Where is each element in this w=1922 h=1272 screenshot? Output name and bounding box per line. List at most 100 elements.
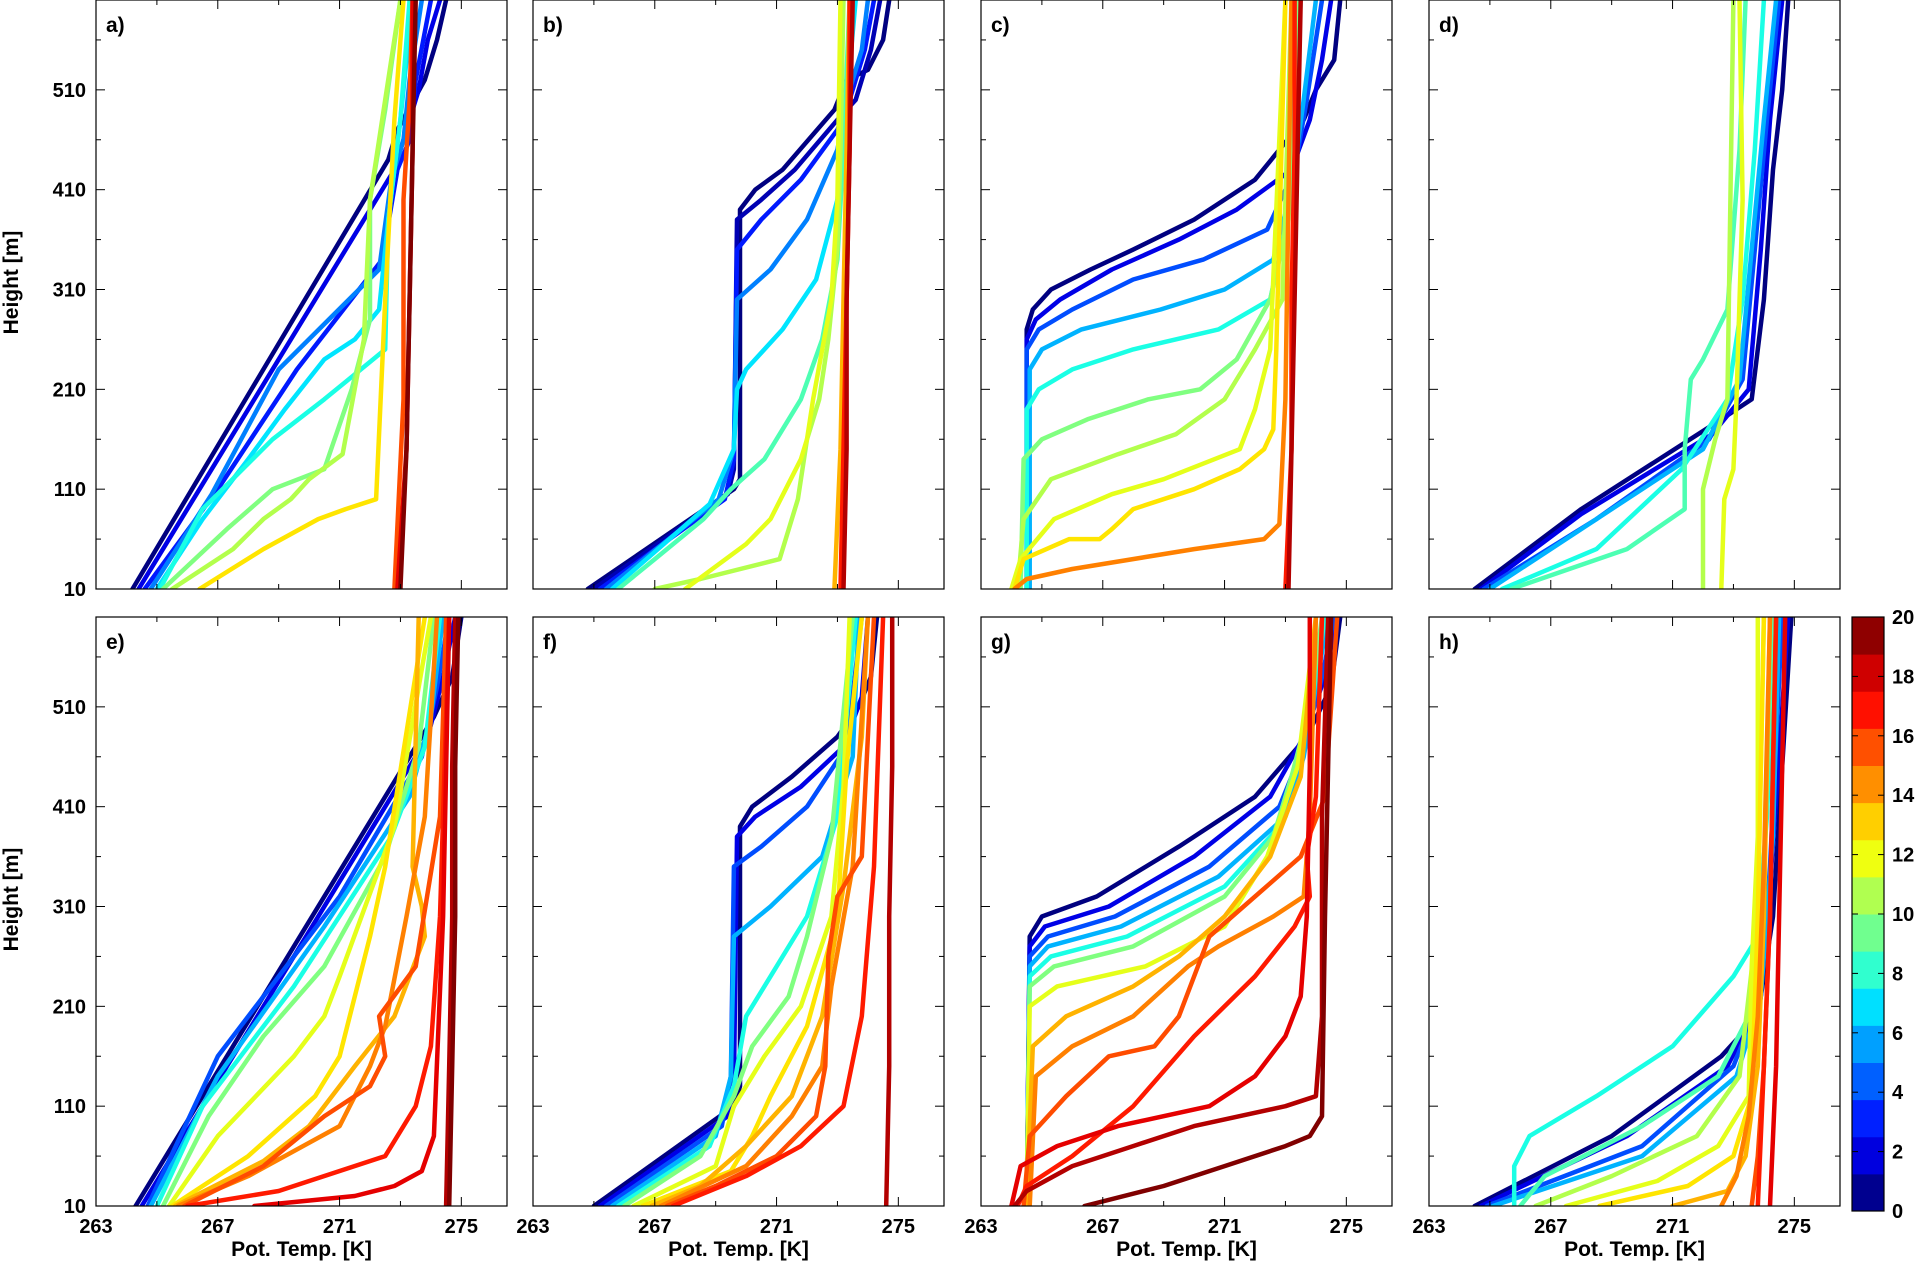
series-group xyxy=(585,0,892,589)
panel-label: a) xyxy=(106,14,125,37)
x-tick-label: 263 xyxy=(516,1216,549,1238)
colorbar-tick-label: 2 xyxy=(1892,1142,1903,1164)
x-axis-label: Pot. Temp. [K] xyxy=(1116,1238,1257,1261)
colorbar-swatch xyxy=(1852,728,1884,766)
series-line xyxy=(1024,617,1319,1206)
x-axis-label: Pot. Temp. [K] xyxy=(1564,1238,1705,1261)
panel-h: 263 267 271 275 Pot. Temp. [K] h) xyxy=(1412,616,1841,1261)
axes-frame xyxy=(1428,0,1841,590)
panel-f: 263 267 271 275 Pot. Temp. [K] f) xyxy=(516,616,945,1261)
panel-d: d) xyxy=(1428,0,1841,590)
series-line xyxy=(1286,0,1303,589)
colorbar-tick-label: 0 xyxy=(1892,1201,1903,1223)
y-tick-label: 510 xyxy=(53,80,86,102)
series-line xyxy=(398,0,418,589)
colorbar: 0 2 4 6 8 10 12 14 16 18 20 xyxy=(1851,607,1915,1223)
colorbar-tick-label: 10 xyxy=(1892,904,1914,926)
x-tick-label: 267 xyxy=(1086,1216,1119,1238)
x-axis-label: Pot. Temp. [K] xyxy=(668,1238,809,1261)
series-line xyxy=(1563,617,1761,1206)
axes-frame xyxy=(95,0,508,590)
series-line xyxy=(1015,617,1325,1206)
x-tick-label: 263 xyxy=(79,1216,112,1238)
series-line xyxy=(658,617,871,1206)
series-line xyxy=(1082,617,1334,1206)
axes-frame xyxy=(1428,616,1841,1207)
series-line xyxy=(682,0,843,589)
x-tick-label: 267 xyxy=(1534,1216,1567,1238)
series-line xyxy=(1700,0,1736,589)
colorbar-tick-label: 6 xyxy=(1892,1023,1903,1045)
panel-c: c) xyxy=(980,0,1393,590)
series-line xyxy=(640,617,865,1206)
panel-label: c) xyxy=(991,14,1010,37)
colorbar-swatch xyxy=(1852,1025,1884,1063)
y-axis-label: Height [m] xyxy=(0,231,23,335)
colorbar-swatch xyxy=(1852,988,1884,1026)
colorbar-swatch xyxy=(1852,914,1884,952)
series-line xyxy=(1009,617,1313,1206)
series-line xyxy=(252,617,452,1206)
series-line xyxy=(1009,0,1288,589)
series-line xyxy=(1755,617,1779,1206)
series-group xyxy=(1472,617,1794,1206)
y-tick-label: 410 xyxy=(53,180,86,202)
y-tick-label: 510 xyxy=(53,697,86,719)
series-line xyxy=(172,617,428,1206)
colorbar-swatch xyxy=(1852,1173,1884,1212)
x-tick-label: 275 xyxy=(1330,1216,1363,1238)
x-tick-label: 275 xyxy=(882,1216,915,1238)
colorbar-tick-label: 18 xyxy=(1892,666,1914,688)
series-line xyxy=(148,617,446,1206)
panel-label: f) xyxy=(543,631,557,654)
series-line xyxy=(1024,0,1334,589)
series-line xyxy=(197,0,406,589)
series-line xyxy=(597,0,877,589)
panel-label: b) xyxy=(543,14,563,37)
series-line xyxy=(1719,617,1773,1206)
series-line xyxy=(883,617,895,1206)
series-line xyxy=(160,617,437,1206)
series-group xyxy=(133,617,464,1206)
x-tick-label: 263 xyxy=(1412,1216,1445,1238)
series-line xyxy=(841,0,855,589)
series-line xyxy=(145,617,452,1206)
axes-frame xyxy=(980,0,1393,590)
panel-label: d) xyxy=(1439,14,1459,37)
panel-label: e) xyxy=(106,631,125,654)
series-line xyxy=(1024,617,1337,1206)
series-group xyxy=(1009,617,1343,1206)
x-axis-label: Pot. Temp. [K] xyxy=(231,1238,372,1261)
series-line xyxy=(1767,617,1788,1206)
series-line xyxy=(622,617,855,1206)
series-line xyxy=(154,617,443,1206)
series-line xyxy=(1719,0,1745,589)
y-axis-label: Height [m] xyxy=(0,848,23,952)
series-line xyxy=(603,617,865,1206)
series-line xyxy=(1024,617,1340,1206)
colorbar-swatch xyxy=(1852,1062,1884,1101)
series-line xyxy=(1024,617,1319,1206)
series-line xyxy=(1472,0,1791,589)
series-line xyxy=(1012,0,1294,589)
series-line xyxy=(1012,617,1331,1206)
colorbar-swatch xyxy=(1852,654,1884,692)
series-line xyxy=(1481,0,1782,589)
colorbar-tick-label: 8 xyxy=(1892,963,1903,985)
x-tick-label: 275 xyxy=(1778,1216,1811,1238)
axes-frame xyxy=(95,616,508,1207)
series-line xyxy=(136,0,443,589)
series-line xyxy=(169,0,403,589)
series-line xyxy=(652,0,846,589)
colorbar-tick-label: 12 xyxy=(1892,845,1914,867)
y-tick-label: 410 xyxy=(53,797,86,819)
series-line xyxy=(664,617,877,1206)
colorbar-tick-label: 14 xyxy=(1892,785,1915,807)
y-tick-label: 310 xyxy=(53,280,86,302)
series-line xyxy=(166,617,434,1206)
series-line xyxy=(1012,0,1288,589)
colorbar-swatch xyxy=(1852,1136,1884,1175)
series-line xyxy=(443,617,458,1206)
colorbar-swatch xyxy=(1852,839,1884,878)
